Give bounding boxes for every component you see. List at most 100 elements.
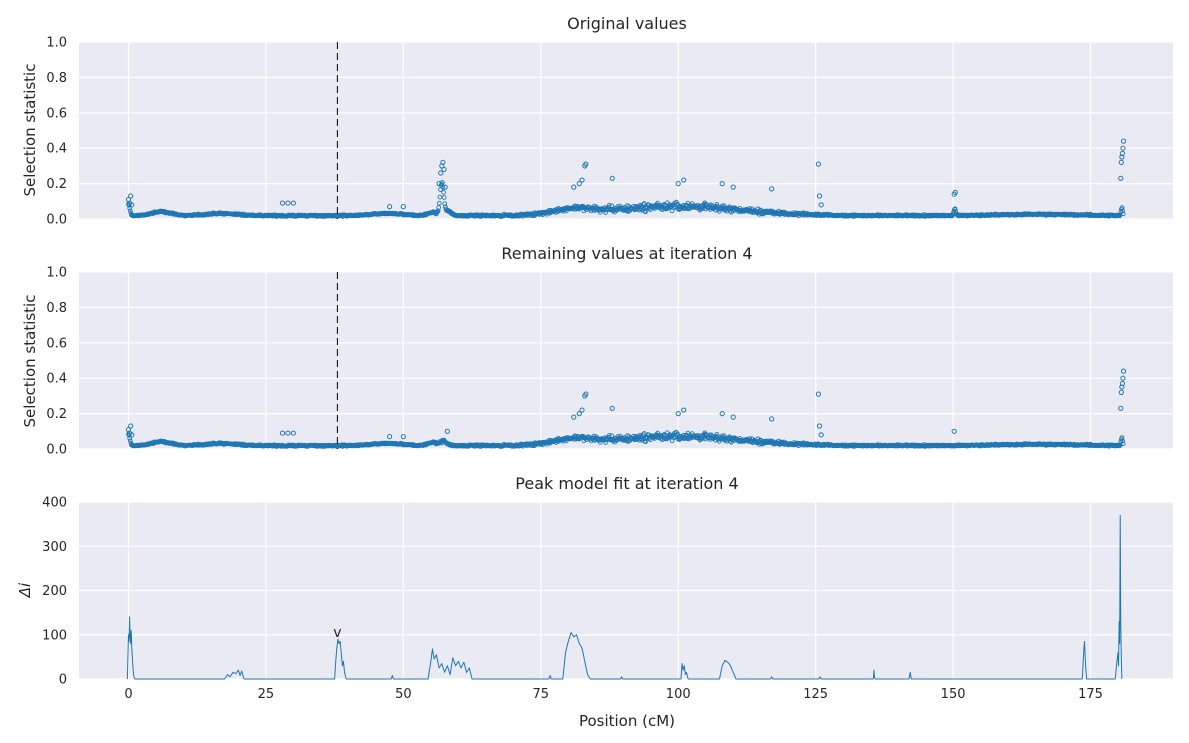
scatter-point <box>681 177 687 183</box>
scatter-point <box>675 181 681 187</box>
scatter-point <box>579 177 585 183</box>
scatter-point <box>437 194 443 200</box>
scatter-point <box>444 428 450 434</box>
x-tick-label: 125 <box>803 687 828 702</box>
scatter-point <box>579 407 585 413</box>
scatter-point <box>1120 138 1127 144</box>
x-tick-label: 150 <box>941 687 966 702</box>
scatter-point <box>436 181 442 187</box>
scatter-point <box>1120 211 1126 217</box>
plot-background <box>79 272 1173 449</box>
panel-title: Remaining values at iteration 4 <box>501 244 752 263</box>
panel-remaining-values: 0.0 0.2 0.4 0.6 0.8 1.0 Remaining values at i… <box>21 244 1173 458</box>
x-tick-label: 75 <box>533 687 550 702</box>
y-tick-label: 0.0 <box>46 443 67 458</box>
y-axis-label: Δi <box>16 582 34 598</box>
scatter-point <box>769 416 775 422</box>
scatter-point <box>675 431 680 437</box>
y-tick-label: 400 <box>42 496 67 511</box>
scatter-point <box>1118 405 1124 411</box>
scatter-point <box>640 432 646 437</box>
x-tick-label: 25 <box>258 687 275 702</box>
scatter-point <box>597 439 603 445</box>
scatter-point <box>127 435 133 441</box>
panel-title: Original values <box>567 14 687 33</box>
scatter-point <box>571 184 577 190</box>
y-tick-label: 300 <box>42 540 67 555</box>
scatter-point <box>642 208 648 214</box>
scatter-point <box>1119 150 1126 157</box>
scatter-point <box>128 193 134 199</box>
plot-area: 0.0 0.2 0.4 0.6 0.8 1.0 <box>46 266 1173 458</box>
scatter-point <box>583 161 589 167</box>
scatter-point <box>571 414 577 420</box>
scatter-point <box>769 186 775 192</box>
scatter-point <box>1118 175 1124 181</box>
scatter-point <box>126 202 132 208</box>
scatter-point <box>440 159 446 165</box>
scatter-series <box>125 368 1127 449</box>
scatter-point <box>952 206 958 212</box>
scatter-point <box>129 432 135 438</box>
scatter-point <box>1118 389 1124 395</box>
scatter-point <box>442 184 448 190</box>
y-axis-label: Selection statistic <box>21 64 39 197</box>
scatter-point <box>1119 435 1125 440</box>
panel-peak-model-fit: 0 100 200 300 400 v 0 25 50 75 100 125 150 175 Peak m… <box>16 474 1173 730</box>
scatter-point <box>129 202 135 208</box>
scatter-point <box>603 210 608 215</box>
scatter-point <box>816 423 823 429</box>
scatter-point <box>1120 438 1125 444</box>
plot-background <box>79 42 1173 219</box>
scatter-point <box>440 184 446 190</box>
scatter-point <box>1119 384 1125 390</box>
panel-title: Peak model fit at iteration 4 <box>515 474 738 493</box>
scatter-point <box>818 432 824 438</box>
scatter-point <box>675 201 680 207</box>
scatter-point <box>279 200 286 206</box>
scatter-point <box>952 189 958 196</box>
x-tick-label: 50 <box>395 687 412 702</box>
scatter-point <box>290 430 296 436</box>
scatter-point <box>675 411 681 417</box>
scatter-point <box>441 166 447 173</box>
scatter-point <box>285 200 291 206</box>
scatter-point <box>576 181 582 187</box>
scatter-point <box>127 208 133 214</box>
x-tick-label: 0 <box>124 687 132 702</box>
scatter-point <box>127 205 133 211</box>
scatter-point <box>438 170 444 176</box>
scatter-point <box>128 423 134 429</box>
scatter-point <box>1120 145 1126 151</box>
scatter-point <box>279 430 286 436</box>
scatter-point <box>436 205 442 210</box>
scatter-point <box>1120 368 1127 374</box>
scatter-point <box>290 200 296 206</box>
scatter-point <box>730 414 736 420</box>
y-tick-label: 0 <box>59 673 67 688</box>
y-tick-label: 0.8 <box>46 71 67 86</box>
scatter-point <box>818 202 824 208</box>
scatter-point <box>1120 208 1125 214</box>
scatter-point <box>730 184 736 190</box>
scatter-point <box>643 439 648 445</box>
scatter-point <box>640 202 646 207</box>
y-tick-label: 200 <box>42 584 67 599</box>
scatter-point <box>951 428 957 434</box>
scatter-point <box>1118 159 1124 165</box>
y-tick-label: 0.6 <box>46 106 67 121</box>
y-tick-label: 0.2 <box>46 407 67 422</box>
y-tick-label: 0.6 <box>46 336 67 351</box>
y-tick-label: 0.2 <box>46 177 67 192</box>
scatter-point <box>441 189 446 195</box>
scatter-point <box>719 411 725 417</box>
scatter-point <box>642 438 648 444</box>
scatter-point <box>1120 441 1126 447</box>
scatter-point <box>685 200 691 206</box>
scatter-point <box>816 193 823 199</box>
y-tick-label: 0.8 <box>46 301 67 316</box>
scatter-point <box>1117 212 1123 218</box>
y-tick-label: 0.4 <box>46 372 67 387</box>
scatter-point <box>576 411 582 417</box>
y-tick-label: 0.0 <box>46 213 67 228</box>
